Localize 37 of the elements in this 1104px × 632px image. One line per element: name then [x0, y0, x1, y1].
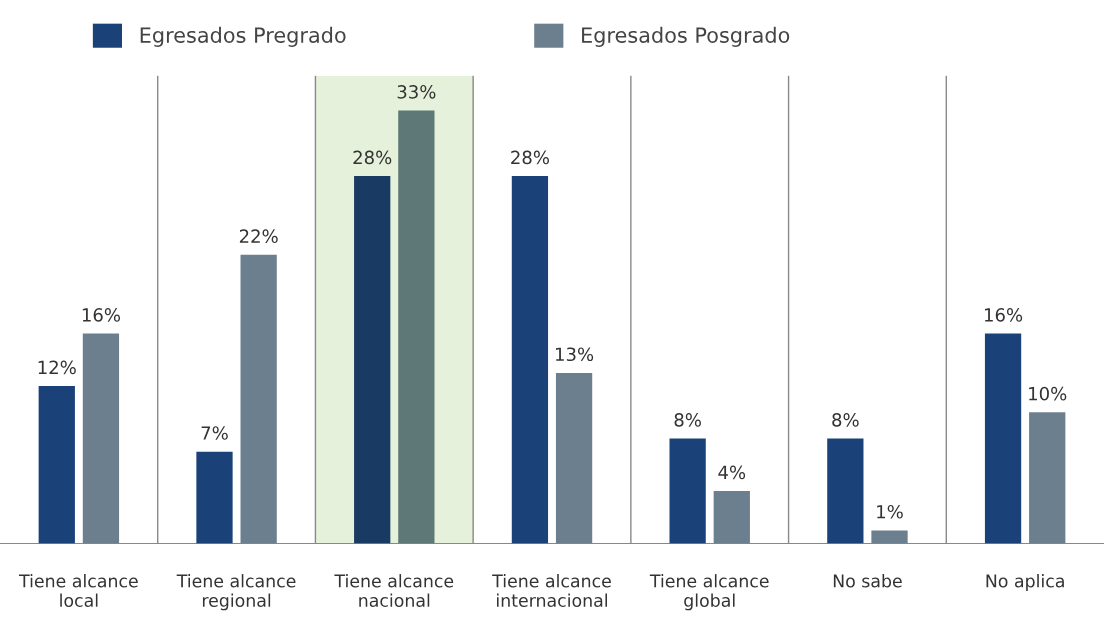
- data-label: 16%: [82, 308, 121, 322]
- legend-label: Egresados Pregrado: [140, 26, 346, 47]
- x-tick-label: Tiene alcance internacional: [492, 574, 611, 607]
- data-label: 12%: [38, 360, 76, 375]
- x-tick-label: Tiene alcance regional: [176, 574, 296, 611]
- x-tick-label: Tiene alcance nacional: [334, 574, 454, 607]
- x-tick-label: No aplica: [986, 574, 1064, 591]
- bar: [555, 372, 593, 544]
- data-label: 33%: [397, 84, 436, 99]
- bar: [669, 438, 706, 544]
- data-label: 16%: [984, 308, 1023, 322]
- bar: [240, 254, 277, 544]
- data-label: 28%: [353, 150, 392, 165]
- data-label: 10%: [1029, 386, 1067, 401]
- bar: [82, 333, 120, 544]
- bar: [871, 530, 908, 544]
- data-label: 22%: [239, 229, 278, 243]
- legend-label: Egresados Posgrado: [582, 26, 790, 47]
- x-tick-label: No sabe: [833, 574, 902, 588]
- x-tick-label: Tiene alcance global: [649, 574, 769, 611]
- data-label: 7%: [201, 426, 228, 440]
- bar: [398, 110, 435, 544]
- data-label: 28%: [511, 150, 549, 165]
- data-label: 1%: [877, 504, 903, 519]
- data-label: 4%: [718, 465, 746, 480]
- bar: [196, 451, 233, 544]
- bar: [1029, 412, 1066, 544]
- bar: [354, 176, 391, 544]
- bar: [984, 333, 1022, 544]
- bar: [713, 491, 750, 544]
- x-tick-label: Tiene alcance local: [18, 574, 138, 607]
- data-label: 8%: [674, 413, 701, 427]
- bar: [38, 386, 75, 544]
- data-label: 8%: [832, 413, 859, 427]
- bar: [511, 176, 549, 544]
- bar: [827, 438, 864, 544]
- data-label: 13%: [556, 347, 594, 362]
